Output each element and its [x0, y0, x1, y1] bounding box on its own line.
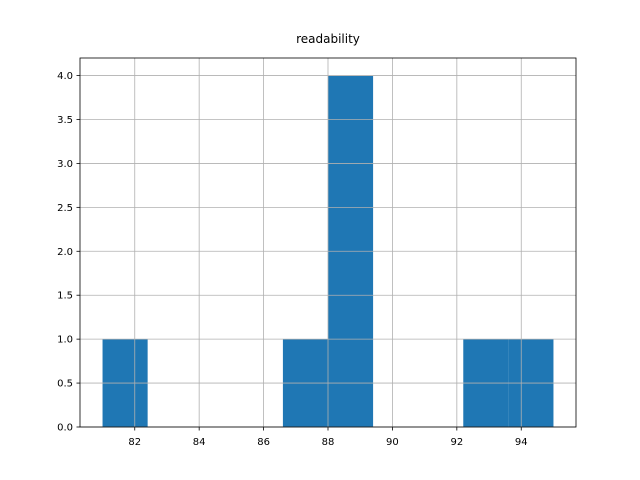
y-tick-label: 0.0 [57, 423, 73, 434]
chart-title: readability [296, 32, 360, 46]
x-tick-label: 82 [128, 437, 141, 448]
x-tick-label: 84 [193, 437, 206, 448]
y-tick-label: 0.5 [57, 379, 73, 390]
y-tick-label: 1.0 [57, 335, 73, 346]
x-tick-label: 92 [450, 437, 463, 448]
y-tick-label: 2.5 [57, 203, 73, 214]
axes-frame [79, 57, 577, 428]
y-tick-label: 3.5 [57, 115, 73, 126]
x-tick-label: 90 [386, 437, 399, 448]
y-tick-label: 3.0 [57, 159, 73, 170]
x-tick-label: 94 [515, 437, 528, 448]
x-tick-label: 88 [322, 437, 335, 448]
y-tick-label: 1.5 [57, 291, 73, 302]
y-tick-label: 2.0 [57, 247, 73, 258]
x-tick-label: 86 [257, 437, 270, 448]
y-tick-label: 4.0 [57, 71, 73, 82]
